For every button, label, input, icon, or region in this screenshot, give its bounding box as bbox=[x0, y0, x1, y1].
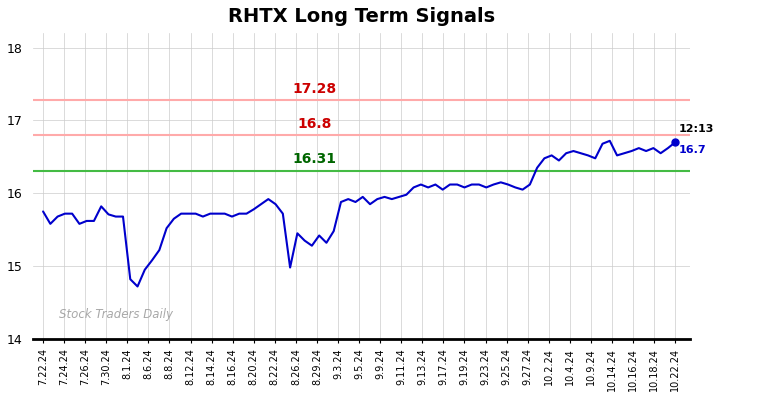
Text: Stock Traders Daily: Stock Traders Daily bbox=[59, 308, 172, 320]
Text: 16.8: 16.8 bbox=[298, 117, 332, 131]
Text: 16.31: 16.31 bbox=[293, 152, 337, 166]
Text: 12:13: 12:13 bbox=[678, 124, 713, 134]
Title: RHTX Long Term Signals: RHTX Long Term Signals bbox=[227, 7, 495, 26]
Text: 16.7: 16.7 bbox=[678, 144, 706, 154]
Text: 17.28: 17.28 bbox=[292, 82, 337, 96]
